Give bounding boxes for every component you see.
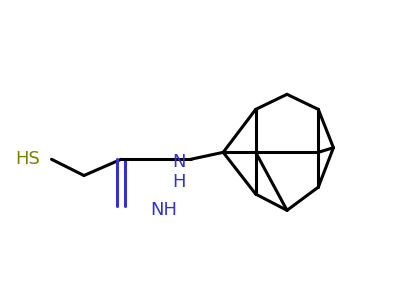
Text: HS: HS — [15, 150, 40, 168]
Text: N: N — [172, 153, 186, 171]
Text: NH: NH — [150, 201, 177, 219]
Text: H: H — [172, 173, 186, 191]
